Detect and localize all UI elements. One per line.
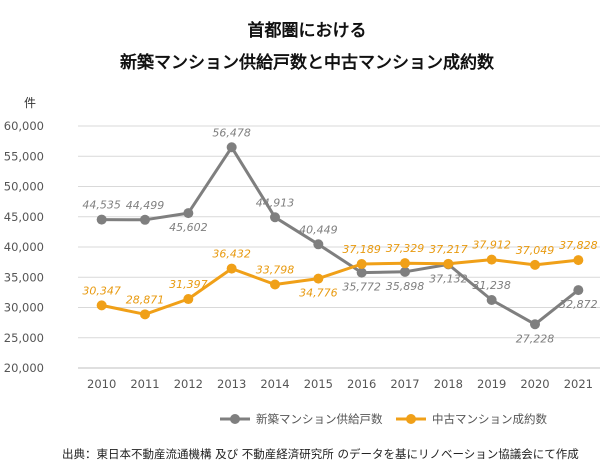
x-tick-label: 2010: [87, 377, 116, 391]
y-tick-label: 30,000: [4, 301, 44, 315]
data-label: 45,602: [169, 221, 208, 234]
data-label: 30,347: [82, 284, 121, 297]
x-tick-label: 2012: [174, 377, 203, 391]
data-point: [140, 214, 150, 225]
series-line-1: [101, 145, 580, 326]
data-label: 32,872: [559, 298, 598, 311]
data-label: 37,132: [429, 272, 468, 285]
data-point: [486, 295, 497, 306]
data-label: 37,217: [429, 243, 468, 256]
data-label: 56,478: [212, 126, 251, 139]
y-tick-label: 55,000: [4, 149, 44, 163]
data-label: 37,189: [342, 243, 381, 256]
data-labels: 44,535 44,499 45,602 56,478 44,913 40,449 35,7…: [82, 126, 597, 345]
x-tick-label: 2013: [217, 377, 246, 391]
data-point: [486, 254, 497, 265]
x-tick-label: 2018: [434, 377, 463, 391]
x-axis-ticks: 2010 2011 2012 2013 2014 2015 2016 2017 2018 2019…: [87, 377, 593, 391]
data-point: [313, 273, 324, 284]
data-point: [530, 319, 540, 330]
legend: 新築マンション供給戸数 中古マンション成約数: [220, 412, 547, 426]
x-tick-label: 2016: [347, 377, 376, 391]
y-tick-label: 50,000: [4, 180, 44, 194]
x-tick-label: 2020: [520, 377, 549, 391]
x-tick-label: 2014: [260, 377, 289, 391]
chart-title-line1: 首都圏における: [247, 21, 367, 41]
x-tick-label: 2017: [390, 377, 419, 391]
data-label: 31,238: [472, 279, 511, 292]
data-label: 44,535: [82, 199, 121, 212]
data-point: [270, 279, 280, 290]
data-point: [400, 258, 410, 269]
x-tick-label: 2019: [477, 377, 506, 391]
data-label: 35,772: [342, 281, 381, 294]
data-point: [270, 212, 280, 223]
data-point: [96, 214, 107, 225]
y-axis-ticks: 20,000 25,000 30,000 35,000 40,000 45,000 50,0…: [4, 119, 44, 375]
y-tick-label: 40,000: [4, 240, 44, 254]
legend-marker-1: [230, 414, 240, 424]
data-point: [573, 255, 584, 266]
x-tick-label: 2015: [304, 377, 333, 391]
data-label: 37,912: [472, 239, 511, 252]
data-label: 31,397: [169, 278, 208, 291]
x-tick-label: 2011: [130, 377, 159, 391]
data-label: 37,049: [516, 244, 555, 257]
series-lines: [101, 145, 580, 326]
data-label: 44,913: [256, 196, 295, 209]
y-tick-label: 60,000: [4, 119, 44, 133]
data-label: 33,798: [256, 264, 295, 277]
data-point: [140, 309, 150, 320]
data-label: 28,871: [126, 293, 165, 306]
chart-title-line2: 新築マンション供給戸数と中古マンション成約数: [120, 53, 494, 73]
x-tick-label: 2021: [564, 377, 593, 391]
data-label: 44,499: [126, 199, 165, 212]
data-point: [400, 266, 410, 277]
data-label: 27,228: [516, 332, 555, 345]
data-point: [183, 294, 194, 305]
data-point: [226, 263, 237, 274]
data-point: [96, 300, 107, 311]
y-axis-unit-label: 件: [24, 96, 36, 110]
data-point: [443, 258, 454, 269]
series-line-2: [101, 258, 579, 316]
data-label: 35,898: [386, 280, 425, 293]
data-label: 37,329: [386, 242, 425, 255]
y-tick-label: 25,000: [4, 331, 44, 345]
data-point: [530, 259, 540, 270]
source-note: 出典：東日本不動産流通機構 及び 不動産経済研究所 のデータを基にリノベーション…: [62, 447, 579, 461]
data-point: [313, 239, 324, 250]
series-points: [96, 142, 584, 330]
data-label: 34,776: [299, 287, 338, 300]
data-point: [226, 142, 237, 153]
y-tick-label: 20,000: [4, 361, 44, 375]
data-label: 36,432: [212, 248, 251, 261]
legend-marker-2: [406, 414, 416, 424]
data-label: 40,449: [299, 223, 338, 236]
data-point: [183, 208, 194, 219]
y-tick-label: 45,000: [4, 210, 44, 224]
data-point: [573, 285, 584, 296]
data-label: 37,828: [559, 239, 598, 252]
legend-label-1: 新築マンション供給戸数: [256, 412, 383, 426]
data-point: [356, 267, 367, 278]
y-tick-label: 35,000: [4, 270, 44, 284]
legend-label-2: 中古マンション成約数: [432, 412, 547, 426]
data-point: [356, 259, 367, 270]
